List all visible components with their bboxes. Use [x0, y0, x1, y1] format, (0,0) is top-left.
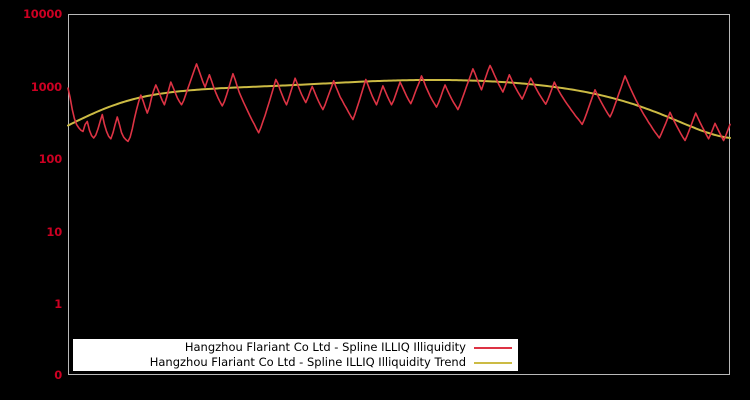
y-tick-label: 10	[46, 224, 62, 239]
legend-swatch-trend-icon	[474, 361, 512, 364]
series-group	[67, 63, 731, 143]
legend-label-trend: Hangzhou Flariant Co Ltd - Spline ILLIQ …	[149, 355, 466, 369]
y-tick-label: 1	[54, 297, 62, 311]
y-axis-tick-labels: 10000 1000 100 10 1 0	[0, 0, 62, 400]
legend-entry-trend: Hangzhou Flariant Co Ltd - Spline ILLIQ …	[73, 355, 512, 370]
illiquidity-line-path	[67, 63, 731, 143]
chart-legend[interactable]: Hangzhou Flariant Co Ltd - Spline ILLIQ …	[73, 339, 518, 371]
y-tick-label: 0	[54, 368, 62, 382]
legend-label-series: Hangzhou Flariant Co Ltd - Spline ILLIQ …	[184, 340, 466, 354]
legend-swatch-series-icon	[474, 346, 512, 349]
plot-area-frame	[68, 14, 730, 375]
trend-line-path	[67, 78, 731, 139]
y-tick-label: 1000	[30, 79, 62, 94]
legend-entry-series: Hangzhou Flariant Co Ltd - Spline ILLIQ …	[73, 340, 512, 355]
y-tick-label: 10000	[22, 7, 62, 21]
y-tick-label: 100	[38, 152, 63, 166]
